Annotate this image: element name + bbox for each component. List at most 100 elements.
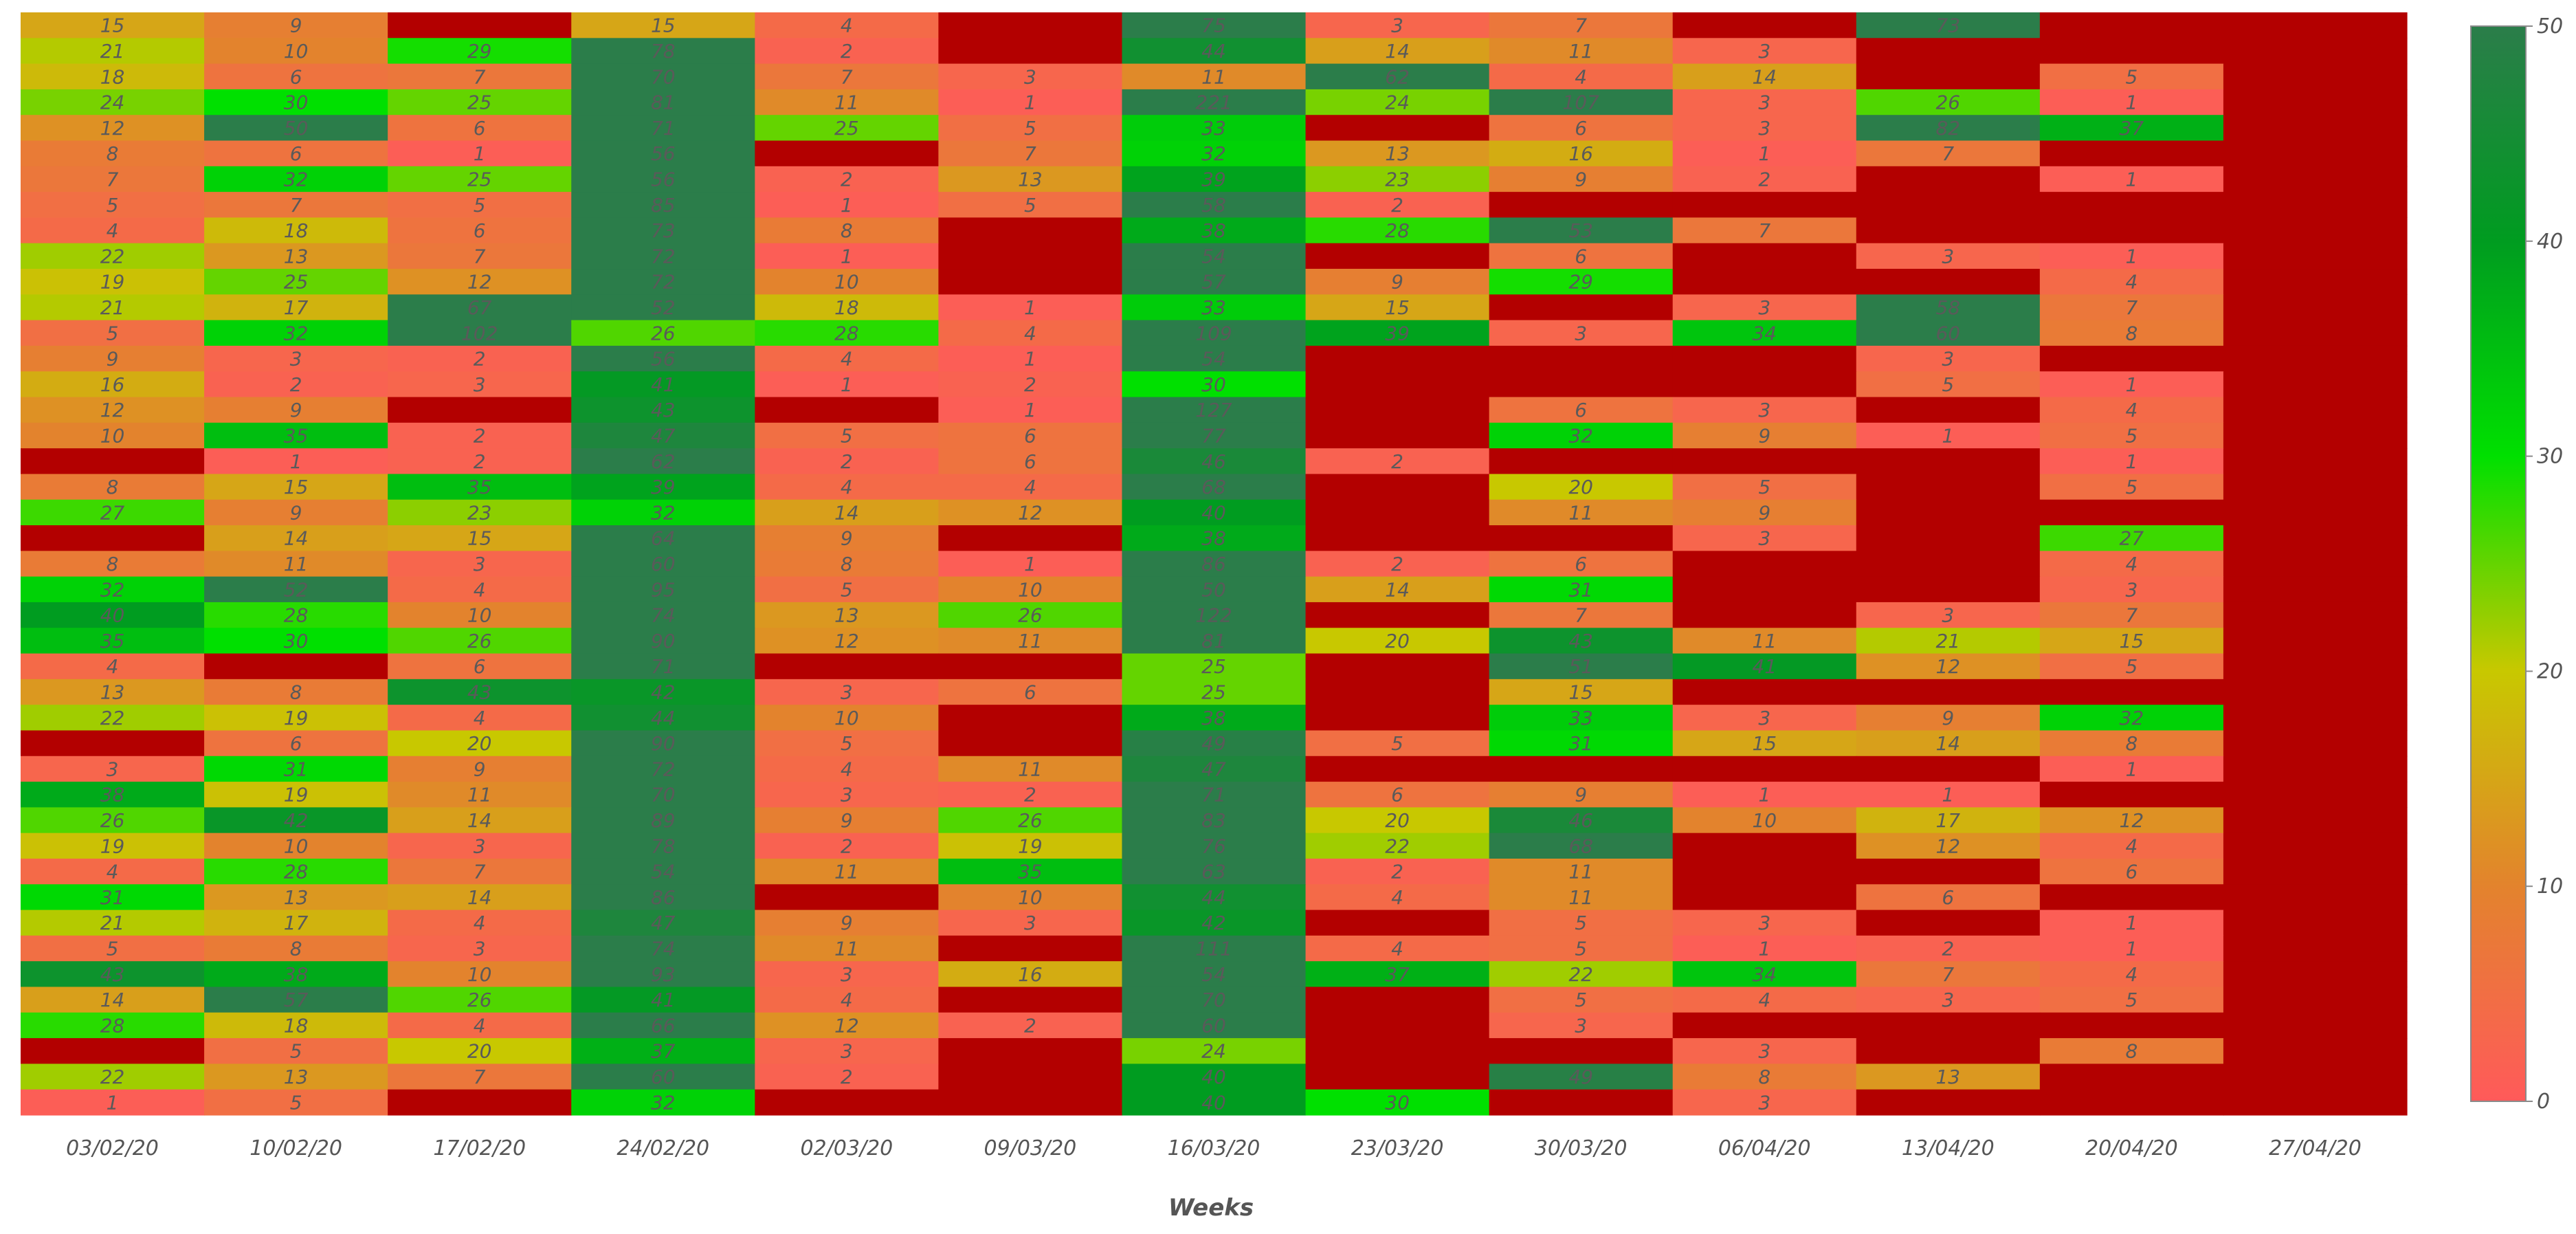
cell-value-label: 18 xyxy=(284,219,309,242)
cell-value-label: 3 xyxy=(1758,40,1770,63)
cell-value-label: 28 xyxy=(284,861,309,883)
cell-value-label: 2 xyxy=(1391,194,1403,217)
heatmap-cell xyxy=(571,371,755,398)
cell-value-label: 74 xyxy=(651,604,676,627)
heatmap-cell xyxy=(1672,38,1857,65)
heatmap-cell xyxy=(204,961,388,988)
heatmap-cell xyxy=(755,679,939,705)
cell-value-label: 62 xyxy=(651,450,676,473)
cell-value-label: 9 xyxy=(841,809,853,832)
heatmap-cell xyxy=(1489,730,1674,757)
heatmap-cell xyxy=(938,576,1123,603)
heatmap-cell xyxy=(1122,269,1307,295)
heatmap-cell xyxy=(21,987,205,1013)
cell-value-label: 35 xyxy=(1018,861,1043,883)
cell-value-label: 33 xyxy=(1568,707,1593,729)
cell-value-label: 22 xyxy=(100,707,125,729)
cell-value-label: 47 xyxy=(1201,758,1226,780)
heatmap-cell xyxy=(388,1012,572,1039)
x-tick-label: 02/03/20 xyxy=(800,1136,893,1160)
heatmap-cell xyxy=(1856,961,2041,988)
cell-value-label: 3 xyxy=(474,938,486,960)
cell-value-label: 5 xyxy=(1024,194,1036,217)
heatmap-cell xyxy=(1856,910,2041,936)
heatmap-cell xyxy=(1856,602,2041,628)
heatmap-cell xyxy=(755,448,939,475)
cell-value-label: 72 xyxy=(651,758,676,780)
cell-value-label: 26 xyxy=(467,989,492,1011)
cell-value-label: 26 xyxy=(1935,91,1960,114)
heatmap-cell xyxy=(204,602,388,628)
cell-value-label: 15 xyxy=(1385,296,1410,319)
heatmap-cell xyxy=(1489,38,1674,65)
cell-value-label: 35 xyxy=(100,630,125,652)
cell-value-label: 1 xyxy=(2125,168,2138,190)
cell-value-label: 46 xyxy=(1201,450,1226,473)
cell-value-label: 7 xyxy=(841,65,853,88)
cell-value-label: 41 xyxy=(1752,655,1777,678)
cell-value-label: 32 xyxy=(2120,707,2144,729)
heatmap-cell xyxy=(388,422,572,449)
heatmap-cell xyxy=(1489,756,1674,782)
heatmap-cell xyxy=(2039,628,2224,654)
heatmap-cell xyxy=(21,448,205,475)
heatmap-cell xyxy=(2223,858,2408,885)
heatmap-cell xyxy=(1489,345,1674,372)
cell-value-label: 5 xyxy=(290,1091,302,1114)
cell-value-label: 4 xyxy=(841,758,853,780)
cell-value-label: 3 xyxy=(474,835,486,857)
cell-value-label: 2 xyxy=(1391,553,1403,575)
cell-value-label: 5 xyxy=(1024,117,1036,140)
heatmap-cell xyxy=(204,756,388,782)
heatmap-cell xyxy=(1305,63,1490,90)
cell-value-label: 31 xyxy=(284,758,309,780)
cell-value-label: 21 xyxy=(100,912,125,934)
heatmap-cell xyxy=(1489,499,1674,526)
heatmap-cell xyxy=(1122,1064,1307,1090)
cell-value-label: 32 xyxy=(284,168,309,190)
cell-value-label: 74 xyxy=(651,938,676,960)
heatmap-cell xyxy=(571,602,755,628)
heatmap-cell xyxy=(755,474,939,500)
cell-value-label: 9 xyxy=(474,758,486,780)
heatmap-cell xyxy=(21,63,205,90)
heatmap-cell xyxy=(2223,1089,2408,1116)
cell-value-label: 7 xyxy=(1942,963,1954,986)
heatmap-cell xyxy=(2223,243,2408,269)
heatmap-cell xyxy=(1856,192,2041,219)
heatmap-cell xyxy=(204,89,388,115)
heatmap-cell xyxy=(1122,961,1307,988)
heatmap-cell xyxy=(571,576,755,603)
cell-value-label: 4 xyxy=(2125,835,2138,857)
heatmap-cell xyxy=(1489,833,1674,859)
cell-value-label: 38 xyxy=(1201,219,1226,242)
heatmap-cell xyxy=(1672,782,1857,808)
cell-value-label: 107 xyxy=(1562,91,1599,114)
cell-value-label: 38 xyxy=(1201,527,1226,550)
heatmap-cell xyxy=(1122,576,1307,603)
cell-value-label: 40 xyxy=(1201,1091,1226,1114)
cell-value-label: 37 xyxy=(2120,117,2144,140)
cell-value-label: 14 xyxy=(100,989,125,1011)
cell-value-label: 10 xyxy=(834,271,859,294)
heatmap-cell xyxy=(938,217,1123,244)
heatmap-cell xyxy=(938,140,1123,167)
cell-value-label: 78 xyxy=(651,835,676,857)
cell-value-label: 6 xyxy=(1024,450,1036,473)
cell-value-label: 12 xyxy=(467,271,492,294)
cell-value-label: 13 xyxy=(1385,142,1410,165)
heatmap-cell xyxy=(1489,166,1674,192)
heatmap-cell xyxy=(1856,269,2041,295)
heatmap-cell xyxy=(1672,269,1857,295)
cell-value-label: 1 xyxy=(841,194,853,217)
cell-value-label: 9 xyxy=(107,348,119,371)
cell-value-label: 47 xyxy=(651,912,676,934)
cell-value-label: 28 xyxy=(284,604,309,627)
cell-value-label: 10 xyxy=(284,40,309,63)
heatmap-cell xyxy=(1856,243,2041,269)
cell-value-label: 7 xyxy=(474,65,486,88)
heatmap-cell xyxy=(938,499,1123,526)
cell-value-label: 3 xyxy=(1758,296,1770,319)
cell-value-label: 3 xyxy=(1942,245,1954,267)
x-tick-label: 30/03/20 xyxy=(1535,1136,1628,1160)
